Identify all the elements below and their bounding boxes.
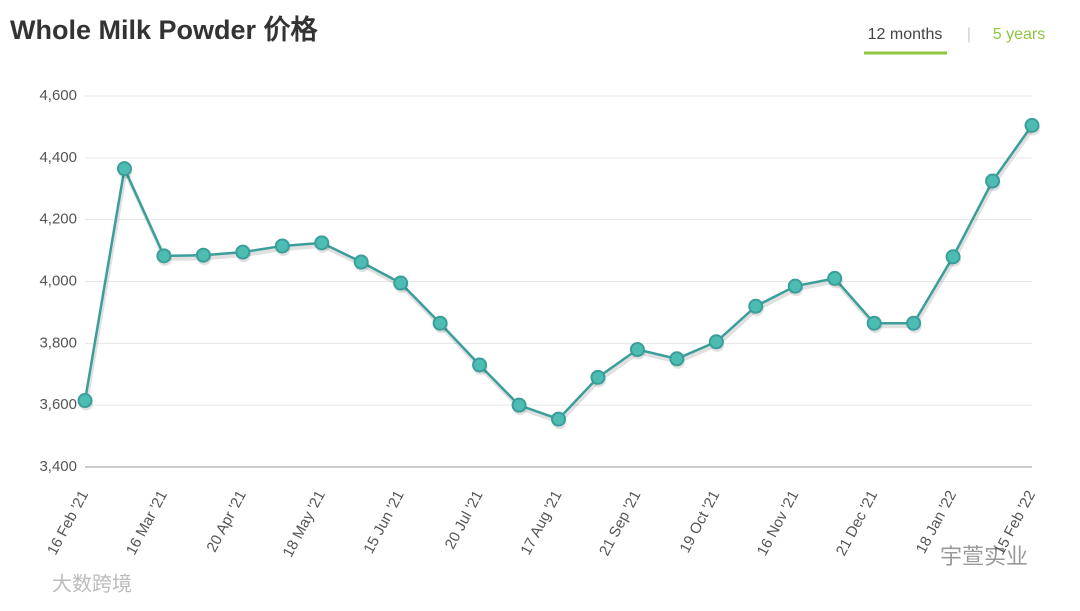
watermark: 宇萱实业 bbox=[940, 544, 1028, 569]
data-point bbox=[748, 298, 764, 314]
x-tick-label: 15 Jun '21 bbox=[360, 488, 407, 557]
data-point bbox=[708, 334, 724, 350]
watermark: 大数跨境 bbox=[52, 572, 132, 595]
tab[interactable]: 12 months bbox=[868, 26, 943, 43]
data-point bbox=[274, 238, 290, 254]
data-point bbox=[393, 275, 409, 291]
plot: 3,400 3,600 3,800 4,000 4,200 4,400 4,600 16 Fe… bbox=[39, 87, 1040, 560]
data-point bbox=[314, 235, 330, 251]
data-point bbox=[1024, 117, 1040, 133]
x-tick-label: 16 Nov '21 bbox=[754, 488, 802, 559]
data-point bbox=[551, 411, 566, 427]
y-tick-label: 3,600 bbox=[39, 396, 77, 413]
data-point bbox=[669, 351, 685, 367]
series-line bbox=[83, 124, 1034, 421]
data-point bbox=[590, 369, 606, 385]
y-tick-label: 3,800 bbox=[39, 334, 77, 351]
tab-separator: | bbox=[967, 26, 971, 43]
data-point bbox=[156, 248, 172, 264]
y-tick-label: 4,000 bbox=[39, 272, 77, 289]
data-point bbox=[787, 278, 803, 294]
x-tick-label: 16 Mar '21 bbox=[123, 488, 171, 558]
y-tick-label: 4,400 bbox=[39, 149, 77, 166]
x-tick-label: 19 Oct '21 bbox=[676, 488, 723, 556]
data-point bbox=[472, 357, 488, 373]
x-tick-label: 20 Jul '21 bbox=[442, 488, 487, 552]
data-point bbox=[511, 397, 527, 413]
data-point bbox=[629, 342, 645, 358]
page-title: Whole Milk Powder 价格 bbox=[10, 15, 319, 45]
data-point bbox=[353, 254, 369, 270]
data-point bbox=[116, 161, 132, 177]
data-point bbox=[945, 249, 961, 265]
data-point bbox=[235, 244, 251, 260]
x-tick-label: 18 May '21 bbox=[280, 488, 329, 560]
x-tick-label: 17 Aug '21 bbox=[517, 488, 565, 558]
x-tick-label: 21 Dec '21 bbox=[833, 488, 881, 559]
y-tick-label: 4,600 bbox=[39, 87, 77, 104]
data-point bbox=[985, 173, 1001, 189]
data-point bbox=[432, 315, 448, 331]
data-point bbox=[77, 393, 93, 409]
data-point bbox=[906, 315, 922, 331]
tab[interactable]: 5 years bbox=[993, 26, 1045, 43]
data-point bbox=[195, 247, 211, 263]
x-tick-label: 21 Sep '21 bbox=[596, 488, 644, 559]
data-point bbox=[827, 270, 843, 286]
x-tick-label: 16 Feb '21 bbox=[44, 488, 92, 558]
y-tick-label: 3,400 bbox=[39, 458, 77, 475]
line-shadow bbox=[84, 127, 1035, 425]
data-point bbox=[866, 315, 882, 331]
y-tick-label: 4,200 bbox=[39, 211, 77, 228]
x-tick-label: 20 Apr '21 bbox=[203, 488, 250, 555]
